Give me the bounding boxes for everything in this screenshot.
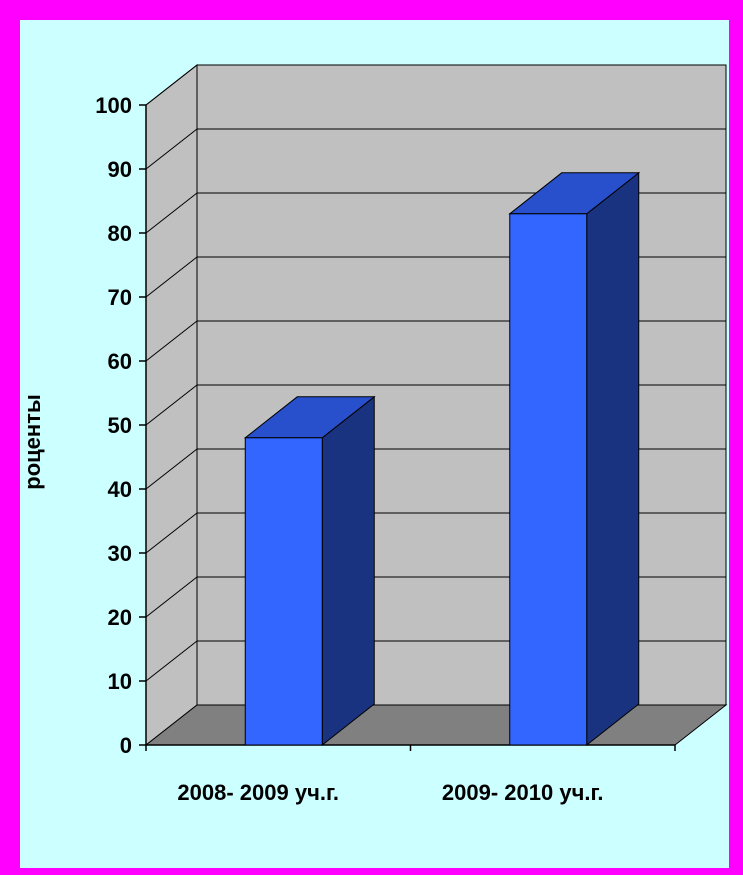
bar-side [586, 171, 640, 747]
bar [509, 213, 588, 746]
gridline-side [145, 512, 198, 554]
y-tick-label: 80 [108, 221, 132, 246]
y-tick-label: 40 [108, 477, 132, 502]
y-tick-label: 20 [108, 605, 132, 630]
bar-side [321, 395, 375, 747]
bar [244, 437, 323, 746]
gridline-side [145, 256, 198, 298]
gridline-side [145, 448, 198, 490]
y-tick-label: 10 [108, 669, 132, 694]
gridline-side [145, 192, 198, 234]
gridline-side [145, 640, 198, 682]
gridline-side [145, 320, 198, 362]
y-axis-label: роценты [20, 394, 45, 490]
y-tick-label: 70 [108, 285, 132, 310]
y-tick-label: 0 [120, 733, 132, 758]
floor [144, 704, 728, 746]
x-category-label: 2008- 2009 уч.г. [177, 780, 339, 805]
gridline-side [145, 384, 198, 426]
y-tick-label: 50 [108, 413, 132, 438]
y-tick-label: 100 [95, 93, 132, 118]
gridline-side [145, 128, 198, 170]
y-tick-label: 30 [108, 541, 132, 566]
y-tick-label: 60 [108, 349, 132, 374]
gridline-side [145, 64, 198, 106]
x-category-label: 2009- 2010 уч.г. [442, 780, 604, 805]
y-tick-label: 90 [108, 157, 132, 182]
gridline-side [145, 576, 198, 618]
